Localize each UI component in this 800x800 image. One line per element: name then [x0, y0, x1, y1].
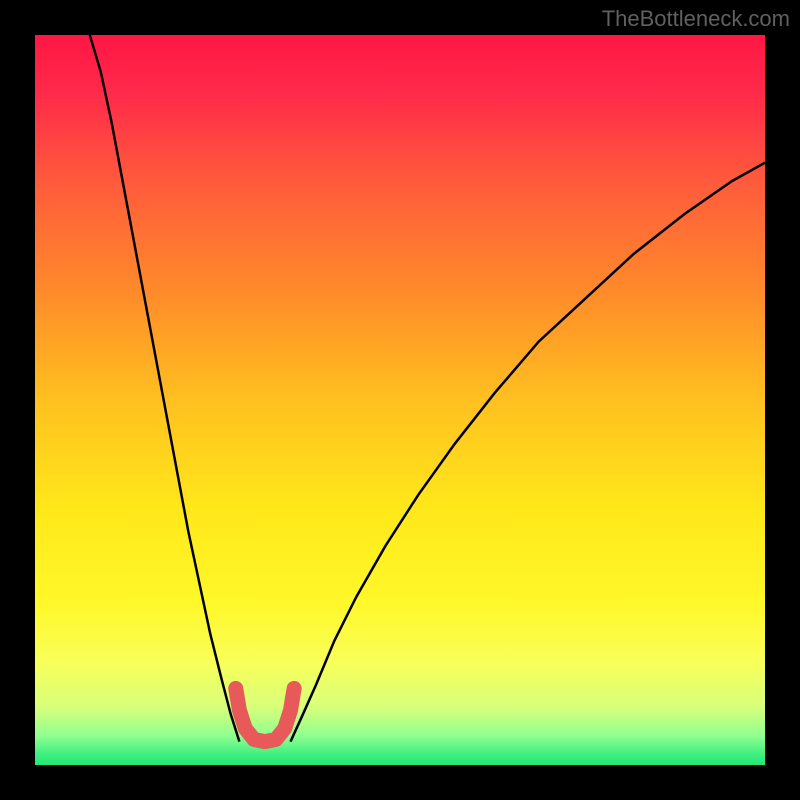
bottleneck-curve-right — [291, 163, 766, 742]
curves-layer — [35, 35, 765, 765]
watermark-text: TheBottleneck.com — [602, 6, 790, 32]
bottleneck-curve-left — [90, 35, 240, 742]
plot-area — [35, 35, 765, 765]
trough-marker — [236, 688, 294, 741]
